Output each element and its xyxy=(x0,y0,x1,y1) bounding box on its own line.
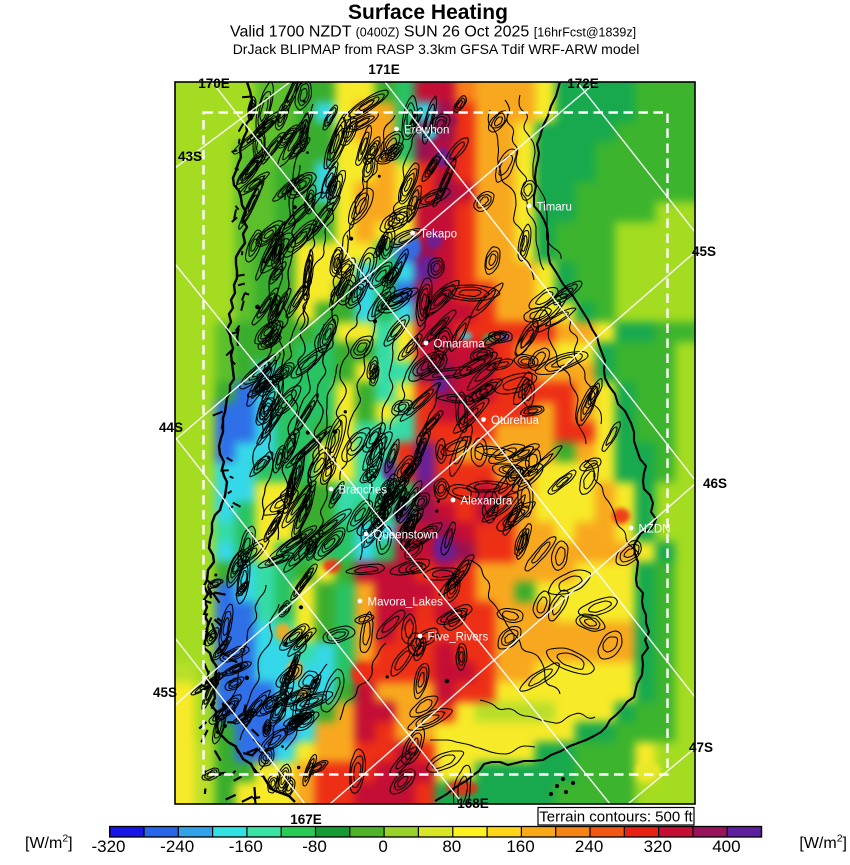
svg-text:Alexandra: Alexandra xyxy=(461,496,513,508)
svg-text:0: 0 xyxy=(378,837,387,856)
svg-text:Five_Rivers: Five_Rivers xyxy=(428,632,489,644)
svg-text:Branches: Branches xyxy=(339,485,388,497)
svg-text:240: 240 xyxy=(575,837,603,856)
svg-text:DrJack BLIPMAP from RASP 3.3km: DrJack BLIPMAP from RASP 3.3km GFSA Tdif… xyxy=(233,41,640,57)
svg-text:Valid 1700 NZDT (0400Z) SUN 26: Valid 1700 NZDT (0400Z) SUN 26 Oct 2025 … xyxy=(230,24,636,41)
svg-text:170E: 170E xyxy=(198,76,230,91)
svg-text:172E: 172E xyxy=(567,76,599,91)
svg-text:-80: -80 xyxy=(302,837,327,856)
svg-text:80: 80 xyxy=(442,837,461,856)
svg-text:47S: 47S xyxy=(689,740,713,755)
svg-text:Omarama: Omarama xyxy=(434,339,486,351)
svg-text:NZDN: NZDN xyxy=(639,524,671,536)
svg-text:-240: -240 xyxy=(160,837,194,856)
svg-text:Queenstown: Queenstown xyxy=(374,530,439,542)
svg-text:171E: 171E xyxy=(368,62,400,77)
svg-text:Oturehua: Oturehua xyxy=(491,415,540,427)
svg-text:320: 320 xyxy=(644,837,672,856)
svg-text:Erewhon: Erewhon xyxy=(404,125,449,137)
svg-text:Tekapo: Tekapo xyxy=(420,229,457,241)
svg-text:45S: 45S xyxy=(692,244,716,259)
svg-text:[W/m2]: [W/m2] xyxy=(25,833,73,853)
svg-text:45S: 45S xyxy=(153,685,177,700)
svg-text:Mavora_Lakes: Mavora_Lakes xyxy=(368,597,444,609)
svg-text:-320: -320 xyxy=(91,837,125,856)
svg-text:[W/m2]: [W/m2] xyxy=(799,833,847,853)
svg-text:400: 400 xyxy=(712,837,740,856)
svg-text:Terrain contours: 500 ft: Terrain contours: 500 ft xyxy=(539,809,693,826)
svg-text:-160: -160 xyxy=(229,837,263,856)
svg-text:160: 160 xyxy=(506,837,534,856)
svg-text:Timaru: Timaru xyxy=(537,202,572,214)
svg-text:Surface Heating: Surface Heating xyxy=(348,1,508,24)
svg-text:43S: 43S xyxy=(178,149,202,164)
svg-text:168E: 168E xyxy=(457,796,489,811)
svg-text:46S: 46S xyxy=(703,476,727,491)
svg-text:44S: 44S xyxy=(159,420,183,435)
svg-text:167E: 167E xyxy=(290,812,322,827)
